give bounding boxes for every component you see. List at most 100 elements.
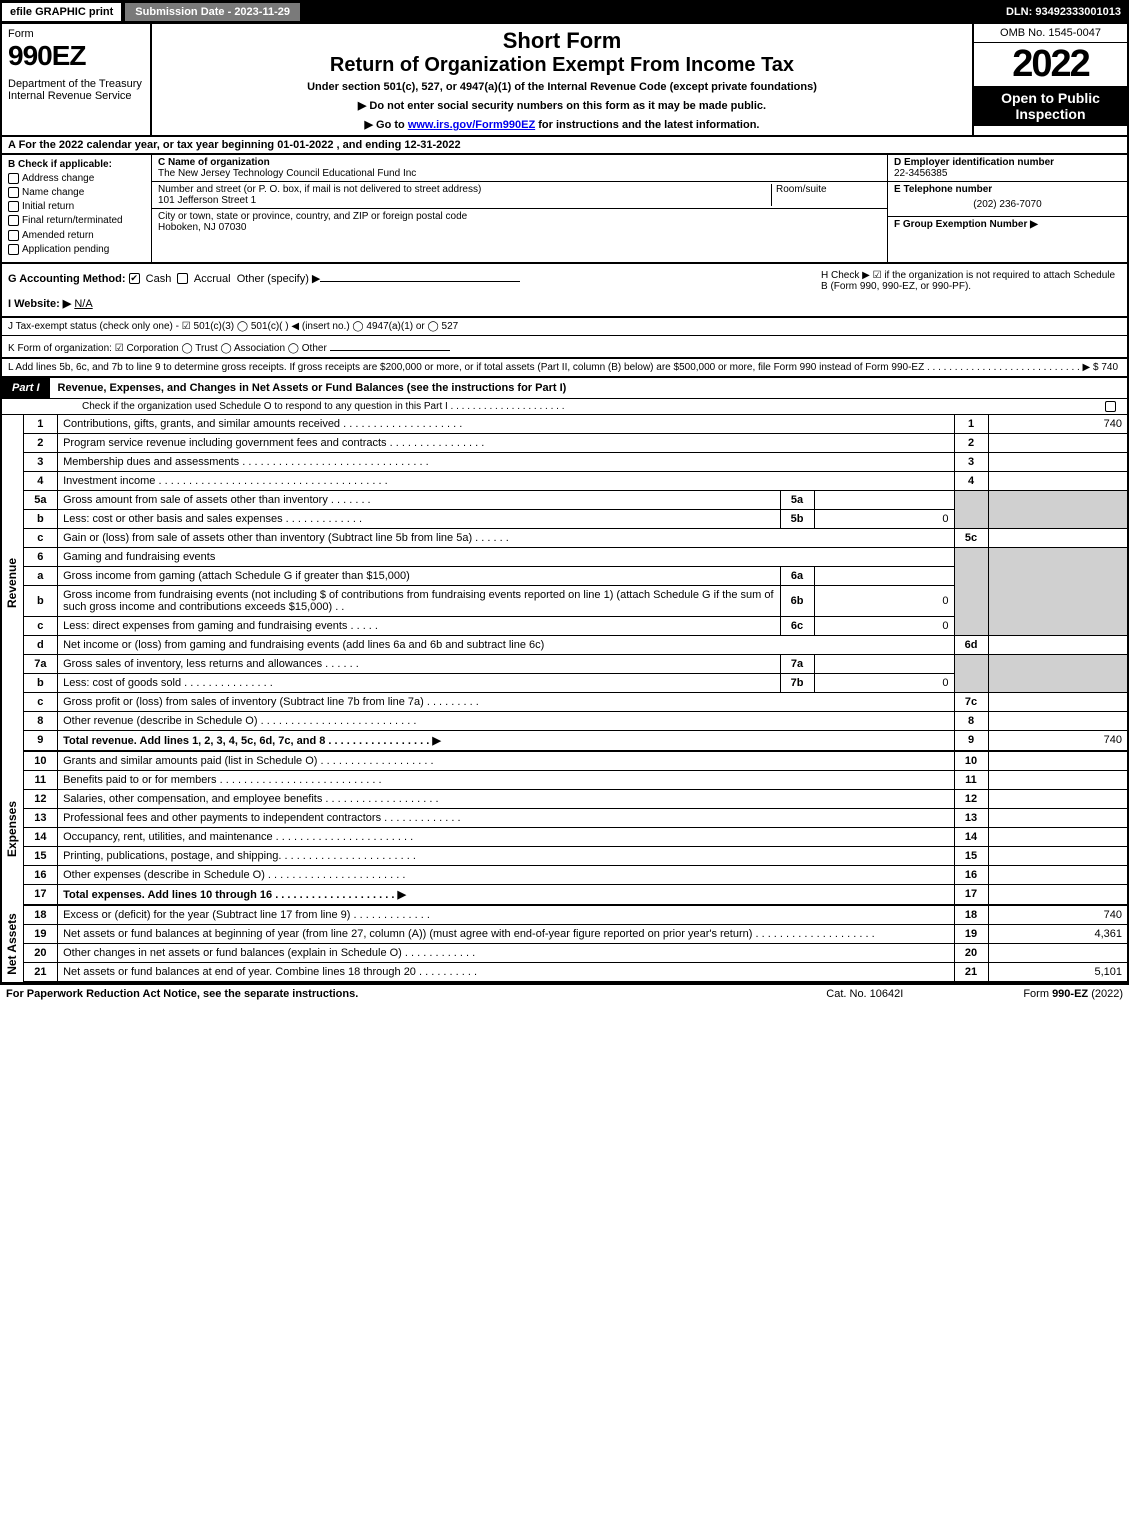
part-i-sub: Check if the organization used Schedule … — [0, 399, 1129, 415]
cash-label: Cash — [146, 273, 172, 285]
note-ssn: ▶ Do not enter social security numbers o… — [158, 99, 966, 112]
line-6a-bval — [814, 566, 954, 585]
line-21-col: 21 — [954, 962, 988, 981]
top-bar: efile GRAPHIC print Submission Date - 20… — [0, 0, 1129, 24]
row-k-text: K Form of organization: ☑ Corporation ◯ … — [8, 343, 327, 354]
line-7b-box: 7b — [780, 673, 814, 692]
line-1-num: 1 — [24, 415, 58, 434]
line-13-amt — [988, 808, 1128, 827]
row-k-other-blank[interactable] — [330, 339, 450, 351]
line-6a-box: 6a — [780, 566, 814, 585]
line-19-amt: 4,361 — [988, 924, 1128, 943]
shade-7 — [954, 654, 988, 692]
line-19-col: 19 — [954, 924, 988, 943]
line-8-amt — [988, 711, 1128, 730]
line-3-amt — [988, 452, 1128, 471]
part-i-sub-text: Check if the organization used Schedule … — [82, 401, 564, 412]
chk-initial-return[interactable]: Initial return — [8, 201, 145, 212]
chk-final-return[interactable]: Final return/terminated — [8, 215, 145, 226]
chk-accrual[interactable] — [177, 273, 188, 284]
row-l-amount: 740 — [1101, 362, 1118, 373]
header-right: OMB No. 1545-0047 2022 Open to Public In… — [972, 24, 1127, 135]
line-10-col: 10 — [954, 752, 988, 771]
submission-date-label: Submission Date - 2023-11-29 — [123, 1, 302, 23]
line-6d-amt — [988, 635, 1128, 654]
line-17-num: 17 — [24, 884, 58, 905]
line-7a-desc: Gross sales of inventory, less returns a… — [58, 654, 780, 673]
chk-application-pending[interactable]: Application pending — [8, 244, 145, 255]
shade-5 — [954, 490, 988, 528]
chk-amended-return[interactable]: Amended return — [8, 230, 145, 241]
line-1-col: 1 — [954, 415, 988, 434]
city-state-zip: Hoboken, NJ 07030 — [158, 222, 881, 233]
revenue-vertical-label: Revenue — [2, 415, 24, 752]
other-specify-blank[interactable] — [320, 270, 520, 282]
line-7b-num: b — [24, 673, 58, 692]
line-12-amt — [988, 789, 1128, 808]
line-18-desc: Excess or (deficit) for the year (Subtra… — [58, 906, 954, 925]
line-12-num: 12 — [24, 789, 58, 808]
line-2-col: 2 — [954, 433, 988, 452]
line-13-col: 13 — [954, 808, 988, 827]
title-short-form: Short Form — [158, 28, 966, 54]
irs-link[interactable]: www.irs.gov/Form990EZ — [408, 119, 535, 131]
revenue-section: Revenue 1Contributions, gifts, grants, a… — [0, 415, 1129, 752]
line-11-desc: Benefits paid to or for members . . . . … — [58, 770, 954, 789]
line-7c-amt — [988, 692, 1128, 711]
line-9-amt: 740 — [988, 730, 1128, 751]
line-15-desc: Printing, publications, postage, and shi… — [58, 846, 954, 865]
chk-application-pending-label: Application pending — [22, 244, 109, 255]
line-7a-num: 7a — [24, 654, 58, 673]
chk-address-change[interactable]: Address change — [8, 173, 145, 184]
line-17-amt — [988, 884, 1128, 905]
line-15-amt — [988, 846, 1128, 865]
row-k-form-org: K Form of organization: ☑ Corporation ◯ … — [0, 336, 1129, 359]
line-14-col: 14 — [954, 827, 988, 846]
efile-print-label[interactable]: efile GRAPHIC print — [0, 1, 123, 23]
line-7c-desc: Gross profit or (loss) from sales of inv… — [58, 692, 954, 711]
line-7b-bval: 0 — [814, 673, 954, 692]
line-6c-bval: 0 — [814, 616, 954, 635]
website-value: N/A — [74, 298, 92, 310]
line-11-col: 11 — [954, 770, 988, 789]
line-3-num: 3 — [24, 452, 58, 471]
note-link: ▶ Go to www.irs.gov/Form990EZ for instru… — [158, 118, 966, 131]
line-5a-num: 5a — [24, 490, 58, 509]
line-10-num: 10 — [24, 752, 58, 771]
line-6-num: 6 — [24, 547, 58, 566]
chk-schedule-o[interactable] — [1105, 401, 1116, 412]
line-9-num: 9 — [24, 730, 58, 751]
line-6b-num: b — [24, 585, 58, 616]
row-a-tax-year: A For the 2022 calendar year, or tax yea… — [0, 137, 1129, 155]
chk-name-change[interactable]: Name change — [8, 187, 145, 198]
line-18-num: 18 — [24, 906, 58, 925]
line-12-col: 12 — [954, 789, 988, 808]
omb-number: OMB No. 1545-0047 — [974, 24, 1127, 43]
net-assets-vertical-label: Net Assets — [2, 906, 24, 982]
line-9-col: 9 — [954, 730, 988, 751]
part-i-title: Revenue, Expenses, and Changes in Net As… — [50, 378, 1127, 398]
page-footer: For Paperwork Reduction Act Notice, see … — [0, 984, 1129, 1003]
line-18-amt: 740 — [988, 906, 1128, 925]
line-6c-desc: Less: direct expenses from gaming and fu… — [58, 616, 780, 635]
row-h-schedule-b: H Check ▶ ☑ if the organization is not r… — [821, 270, 1121, 310]
line-15-num: 15 — [24, 846, 58, 865]
line-5a-desc: Gross amount from sale of assets other t… — [58, 490, 780, 509]
line-16-col: 16 — [954, 865, 988, 884]
row-g-h: G Accounting Method: ✔ Cash Accrual Othe… — [0, 264, 1129, 318]
col-c-name-address: C Name of organization The New Jersey Te… — [152, 155, 887, 262]
expenses-table: 10Grants and similar amounts paid (list … — [24, 752, 1129, 906]
line-6c-box: 6c — [780, 616, 814, 635]
line-5c-desc: Gain or (loss) from sale of assets other… — [58, 528, 954, 547]
line-10-desc: Grants and similar amounts paid (list in… — [58, 752, 954, 771]
line-20-amt — [988, 943, 1128, 962]
line-1-desc: Contributions, gifts, grants, and simila… — [58, 415, 954, 434]
line-5b-desc: Less: cost or other basis and sales expe… — [58, 509, 780, 528]
line-13-num: 13 — [24, 808, 58, 827]
chk-cash[interactable]: ✔ — [129, 273, 140, 284]
line-20-col: 20 — [954, 943, 988, 962]
phone-label: E Telephone number — [894, 184, 1121, 195]
line-5b-box: 5b — [780, 509, 814, 528]
line-7b-desc: Less: cost of goods sold . . . . . . . .… — [58, 673, 780, 692]
line-10-amt — [988, 752, 1128, 771]
